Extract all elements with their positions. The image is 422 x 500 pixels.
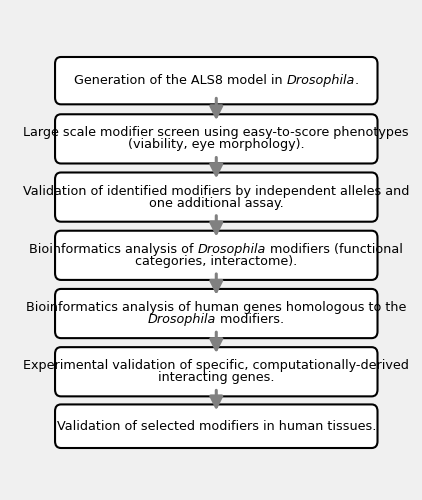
FancyBboxPatch shape	[55, 57, 378, 104]
FancyBboxPatch shape	[55, 404, 378, 448]
FancyBboxPatch shape	[55, 289, 378, 338]
Text: Generation of the ALS8 model in: Generation of the ALS8 model in	[74, 74, 287, 87]
Text: .: .	[355, 74, 359, 87]
Text: Drosophila: Drosophila	[198, 243, 266, 256]
Text: Validation of identified modifiers by independent alleles and: Validation of identified modifiers by in…	[23, 184, 409, 198]
Text: categories, interactome).: categories, interactome).	[135, 255, 298, 268]
FancyBboxPatch shape	[55, 347, 378, 397]
Text: (viability, eye morphology).: (viability, eye morphology).	[128, 138, 305, 151]
Text: Drosophila: Drosophila	[148, 313, 216, 326]
Text: Experimental validation of specific, computationally-derived: Experimental validation of specific, com…	[23, 359, 409, 372]
Text: Bioinformatics analysis of: Bioinformatics analysis of	[30, 243, 198, 256]
Text: one additional assay.: one additional assay.	[149, 196, 284, 209]
Text: modifiers.: modifiers.	[216, 313, 284, 326]
FancyBboxPatch shape	[55, 172, 378, 222]
Text: interacting genes.: interacting genes.	[158, 372, 275, 384]
Text: modifiers (functional: modifiers (functional	[266, 243, 403, 256]
Text: Drosophila: Drosophila	[287, 74, 355, 87]
FancyBboxPatch shape	[55, 114, 378, 164]
Text: Bioinformatics analysis of human genes homologous to the: Bioinformatics analysis of human genes h…	[26, 301, 406, 314]
FancyBboxPatch shape	[55, 230, 378, 280]
Text: Large scale modifier screen using easy-to-score phenotypes: Large scale modifier screen using easy-t…	[24, 126, 409, 140]
Text: Validation of selected modifiers in human tissues.: Validation of selected modifiers in huma…	[57, 420, 376, 432]
